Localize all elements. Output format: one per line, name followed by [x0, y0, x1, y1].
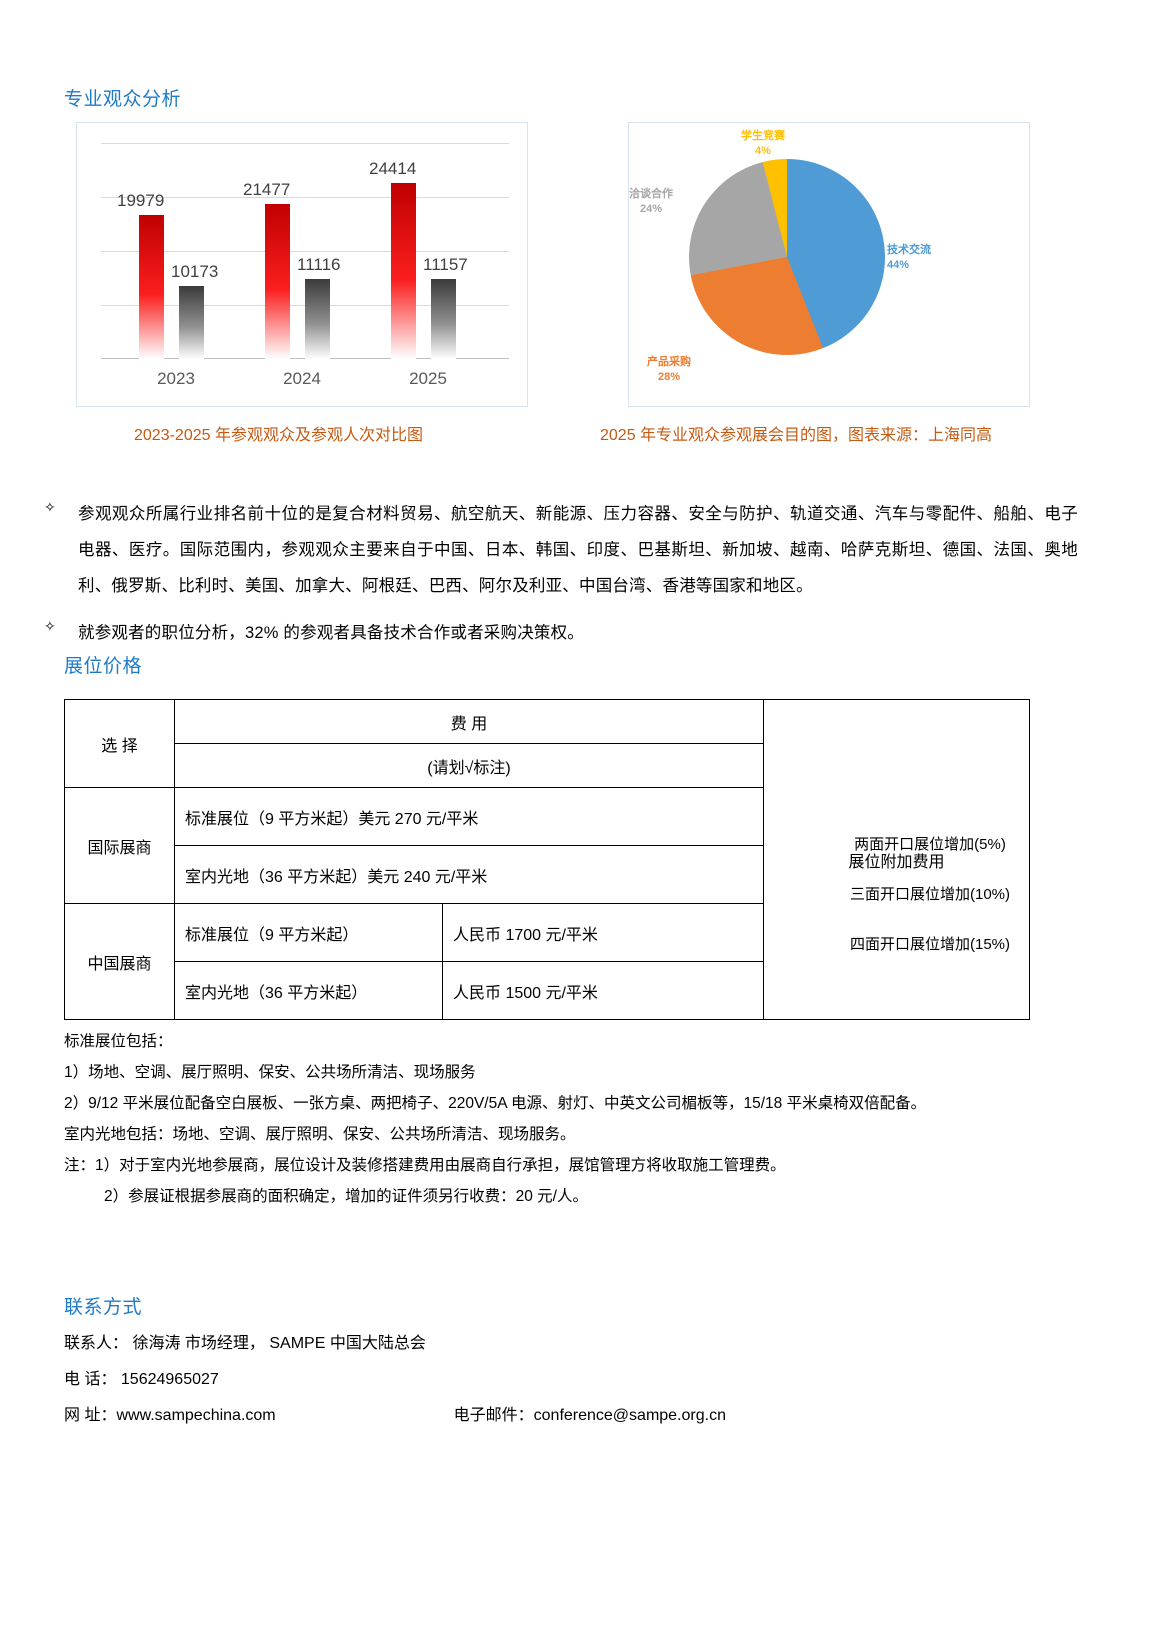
- bar-group-2023: 19979 10173: [113, 143, 239, 359]
- pie-label-tech: 技术交流 44%: [887, 244, 931, 271]
- notes-line-3: 室内光地包括：场地、空调、展厅照明、保安、公共场所清洁、现场服务。: [64, 1126, 576, 1143]
- bar-value-label: 11157: [423, 255, 468, 274]
- notes-line-1: 1）场地、空调、展厅照明、保安、公共场所清洁、现场服务: [64, 1064, 476, 1081]
- header-fee-note-cell: (请划√标注): [174, 743, 764, 788]
- bar-value-label: 19979: [117, 191, 165, 210]
- bar-value-label: 21477: [243, 180, 291, 199]
- contact-person-value: 徐海涛 市场经理， SAMPE 中国大陆总会: [132, 1335, 426, 1352]
- gridline: [101, 197, 509, 198]
- bar-audience-2024: [265, 204, 290, 359]
- section-heading-price: 展位价格: [64, 656, 143, 677]
- notes-line-2: 2）9/12 平米展位配备空白展板、一张方桌、两把椅子、220V/5A 电源、射…: [64, 1095, 927, 1112]
- extra-fee-item: 四面开口展位增加(15%): [849, 936, 1010, 953]
- pie-circle: [689, 159, 885, 355]
- bar-group-2024: 21477 11116: [239, 143, 365, 359]
- table-row: 室内光地（36 平方米起） 人民币 1500 元/平米: [65, 961, 1030, 1020]
- spec-cn-standard: 标准展位（9 平方米起）: [174, 903, 443, 962]
- bullet-text: 就参观者的职位分析，32% 的参观者具备技术合作或者采购决策权。: [78, 624, 585, 642]
- contact-block: 联系人： 徐海涛 市场经理， SAMPE 中国大陆总会 电 话： 1562496…: [64, 1326, 1074, 1434]
- contact-phone-value: 15624965027: [120, 1371, 219, 1388]
- notes-title: 标准展位包括：: [64, 1033, 173, 1050]
- section-heading-contact: 联系方式: [64, 1297, 143, 1318]
- bar-chart: 19979 10173 21477 11116 24414 11157 2: [76, 122, 528, 407]
- table-row: 中国展商 标准展位（9 平方米起） 人民币 1700 元/平米: [64, 903, 1030, 1020]
- header-fee-cell: 费 用: [174, 699, 764, 744]
- list-item: ✧ 参观观众所属行业排名前十位的是复合材料贸易、航空航天、新能源、压力容器、安全…: [0, 496, 1158, 604]
- header-choice-cell: 选 择: [64, 699, 175, 788]
- pie-label-cooperation: 洽谈合作 24%: [629, 188, 673, 215]
- group-label-china: 中国展商: [64, 903, 175, 1020]
- extra-fee-list: 两面开口展位增加(5%) 三面开口展位增加(10%) 四面开口展位增加(15%): [830, 820, 1030, 970]
- list-item: ✧ 就参观者的职位分析，32% 的参观者具备技术合作或者采购决策权。: [0, 615, 1158, 651]
- x-tick-label: 2025: [409, 369, 447, 388]
- extra-fee-cell: 展位附加费用: [763, 699, 1030, 1020]
- bar-audience-2025: [391, 183, 416, 359]
- gridline: [101, 143, 509, 144]
- diamond-bullet-icon: ✧: [44, 499, 56, 515]
- contact-phone-label: 电 话：: [64, 1371, 117, 1388]
- diamond-bullet-icon: ✧: [44, 618, 56, 634]
- extra-fee-item: 两面开口展位增加(5%): [854, 836, 1006, 853]
- bar-audience-2023: [139, 215, 164, 359]
- contact-web-row: 网 址： www.sampechina.com 电子邮件： conference…: [64, 1398, 1074, 1434]
- notes-block: 标准展位包括： 1）场地、空调、展厅照明、保安、公共场所清洁、现场服务 2）9/…: [64, 1026, 1074, 1212]
- contact-person-row: 联系人： 徐海涛 市场经理， SAMPE 中国大陆总会: [64, 1326, 1074, 1362]
- x-tick-label: 2024: [283, 369, 321, 388]
- contact-person-label: 联系人：: [64, 1335, 129, 1352]
- pie-chart-caption: 2025 年专业观众参观展会目的图，图表来源：上海同高: [600, 427, 993, 444]
- price-cn-standard: 人民币 1700 元/平米: [442, 903, 764, 962]
- bar-visits-2025: [431, 279, 456, 359]
- bar-x-axis-labels: 2023 2024 2025: [101, 359, 509, 393]
- section-heading-audience: 专业观众分析: [64, 89, 182, 110]
- spec-intl-standard: 标准展位（9 平方米起）美元 270 元/平米: [174, 787, 764, 846]
- table-row-header-2: (请划√标注): [65, 743, 1030, 788]
- bullet-text: 参观观众所属行业排名前十位的是复合材料贸易、航空航天、新能源、压力容器、安全与防…: [78, 505, 1078, 595]
- contact-web-link[interactable]: www.sampechina.com: [116, 1407, 276, 1424]
- table-row: 国际展商 标准展位（9 平方米起）美元 270 元/平米: [64, 787, 1030, 904]
- notes-line-4: 注：1）对于室内光地参展商，展位设计及装修搭建费用由展商自行承担，展馆管理方将收…: [64, 1157, 786, 1174]
- bar-visits-2024: [305, 279, 330, 359]
- bar-group-2025: 24414 11157: [365, 143, 491, 359]
- bar-chart-caption: 2023-2025 年参观观众及参观人次对比图: [134, 427, 423, 444]
- bar-value-label: 10173: [171, 262, 219, 281]
- bar-value-label: 24414: [369, 159, 417, 178]
- contact-phone-row: 电 话： 15624965027: [64, 1362, 1074, 1398]
- table-row: 室内光地（36 平方米起）美元 240 元/平米: [65, 845, 1030, 904]
- extra-fee-item: 三面开口展位增加(10%): [849, 886, 1010, 903]
- contact-email-link[interactable]: conference@sampe.org.cn: [533, 1407, 726, 1424]
- notes-line-5: 2）参展证根据参展商的面积确定，增加的证件须另行收费：20 元/人。: [104, 1188, 588, 1205]
- pie-plot-area: 技术交流 44% 产品采购 28% 洽谈合作 24% 学生竞赛 4%: [629, 130, 931, 383]
- bullet-list: ✧ 参观观众所属行业排名前十位的是复合材料贸易、航空航天、新能源、压力容器、安全…: [0, 496, 1158, 662]
- pie-label-purchase: 产品采购 28%: [647, 356, 691, 383]
- bar-plot-area: 19979 10173 21477 11116 24414 11157: [101, 143, 509, 359]
- group-label-international: 国际展商: [64, 787, 175, 904]
- x-tick-label: 2023: [157, 369, 195, 388]
- table-row-header-1: 选 择 费 用 展位附加费用: [64, 699, 1030, 1020]
- gridline: [101, 251, 509, 252]
- extra-fee-title: 展位附加费用: [848, 853, 945, 871]
- spec-cn-raw: 室内光地（36 平方米起）: [174, 961, 443, 1020]
- contact-web-label: 网 址：: [64, 1407, 117, 1424]
- spec-intl-raw: 室内光地（36 平方米起）美元 240 元/平米: [174, 845, 764, 904]
- price-table-body: 选 择 费 用 展位附加费用 (请划√标注) 国际展商 标准展位（9 平方米起）…: [64, 699, 1030, 1020]
- pie-chart: 技术交流 44% 产品采购 28% 洽谈合作 24% 学生竞赛 4%: [628, 122, 1030, 407]
- pie-label-student: 学生竞赛 4%: [741, 130, 785, 157]
- contact-email-label: 电子邮件：: [453, 1407, 534, 1424]
- price-cn-raw: 人民币 1500 元/平米: [442, 961, 764, 1020]
- bar-visits-2023: [179, 286, 204, 359]
- bar-value-label: 11116: [297, 255, 341, 274]
